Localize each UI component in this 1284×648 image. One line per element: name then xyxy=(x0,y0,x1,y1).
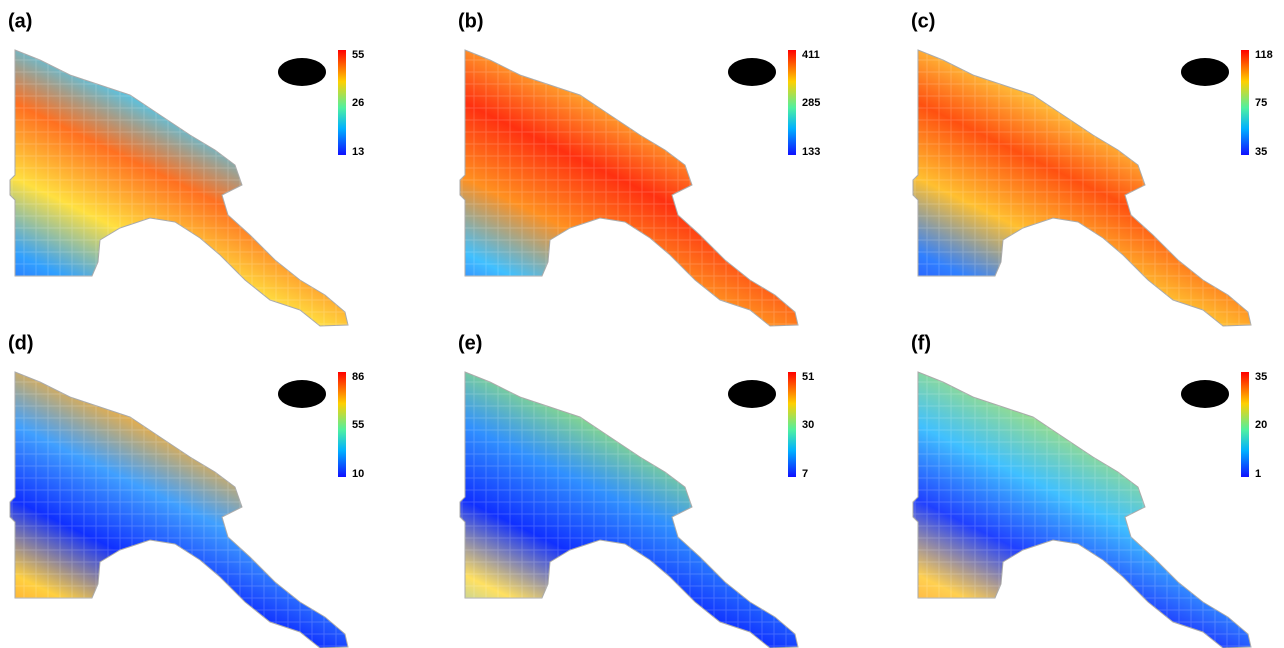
colorbar-tick-label: 285 xyxy=(802,97,820,109)
taxon-icon xyxy=(728,380,776,408)
colorbar-tick-label: 86 xyxy=(352,371,364,383)
colorbar-tick-label: 30 xyxy=(802,419,814,431)
taxon-icon xyxy=(1181,380,1229,408)
panel-label: (c) xyxy=(911,10,935,32)
panel: (c) 118 75 35 xyxy=(911,10,1273,327)
panel: (e) 51 30 7 xyxy=(458,332,814,648)
panel-label: (a) xyxy=(8,10,32,32)
panel: (f) 35 20 1 xyxy=(911,332,1267,648)
colorbar xyxy=(338,372,346,477)
panel-label: (f) xyxy=(911,332,931,354)
colorbar-tick-label: 35 xyxy=(1255,146,1267,158)
colorbar-tick-label: 20 xyxy=(1255,419,1267,431)
colorbar xyxy=(788,50,796,155)
map-grid xyxy=(460,372,798,648)
colorbar-tick-label: 75 xyxy=(1255,97,1267,109)
colorbar-tick-label: 118 xyxy=(1255,49,1273,61)
colorbar-tick-label: 55 xyxy=(352,419,364,431)
panel: (d) 86 55 10 xyxy=(8,332,364,648)
map-grid xyxy=(10,50,348,326)
panel-label: (b) xyxy=(458,10,484,32)
colorbar xyxy=(338,50,346,155)
panel-label: (d) xyxy=(8,332,34,354)
colorbar-tick-label: 55 xyxy=(352,49,364,61)
taxon-icon xyxy=(1181,58,1229,86)
colorbar-tick-label: 411 xyxy=(802,49,820,61)
colorbar xyxy=(1241,50,1249,155)
panel: (b) 411 285 133 xyxy=(458,10,820,327)
colorbar-tick-label: 35 xyxy=(1255,371,1267,383)
map-grid xyxy=(10,372,348,648)
colorbar-tick-label: 7 xyxy=(802,468,808,480)
colorbar xyxy=(788,372,796,477)
colorbar-tick-label: 13 xyxy=(352,146,364,158)
colorbar-tick-label: 26 xyxy=(352,97,364,109)
colorbar xyxy=(1241,372,1249,477)
panel-label: (e) xyxy=(458,332,482,354)
colorbar-tick-label: 133 xyxy=(802,146,820,158)
colorbar-tick-label: 1 xyxy=(1255,468,1261,480)
taxon-icon xyxy=(728,58,776,86)
map-grid xyxy=(913,372,1251,648)
taxon-icon xyxy=(278,380,326,408)
colorbar-tick-label: 10 xyxy=(352,468,364,480)
taxon-icon xyxy=(278,58,326,86)
colorbar-tick-label: 51 xyxy=(802,371,814,383)
panel: (a) 55 26 13 xyxy=(8,10,364,327)
map-grid xyxy=(460,50,798,326)
map-grid xyxy=(913,50,1251,326)
